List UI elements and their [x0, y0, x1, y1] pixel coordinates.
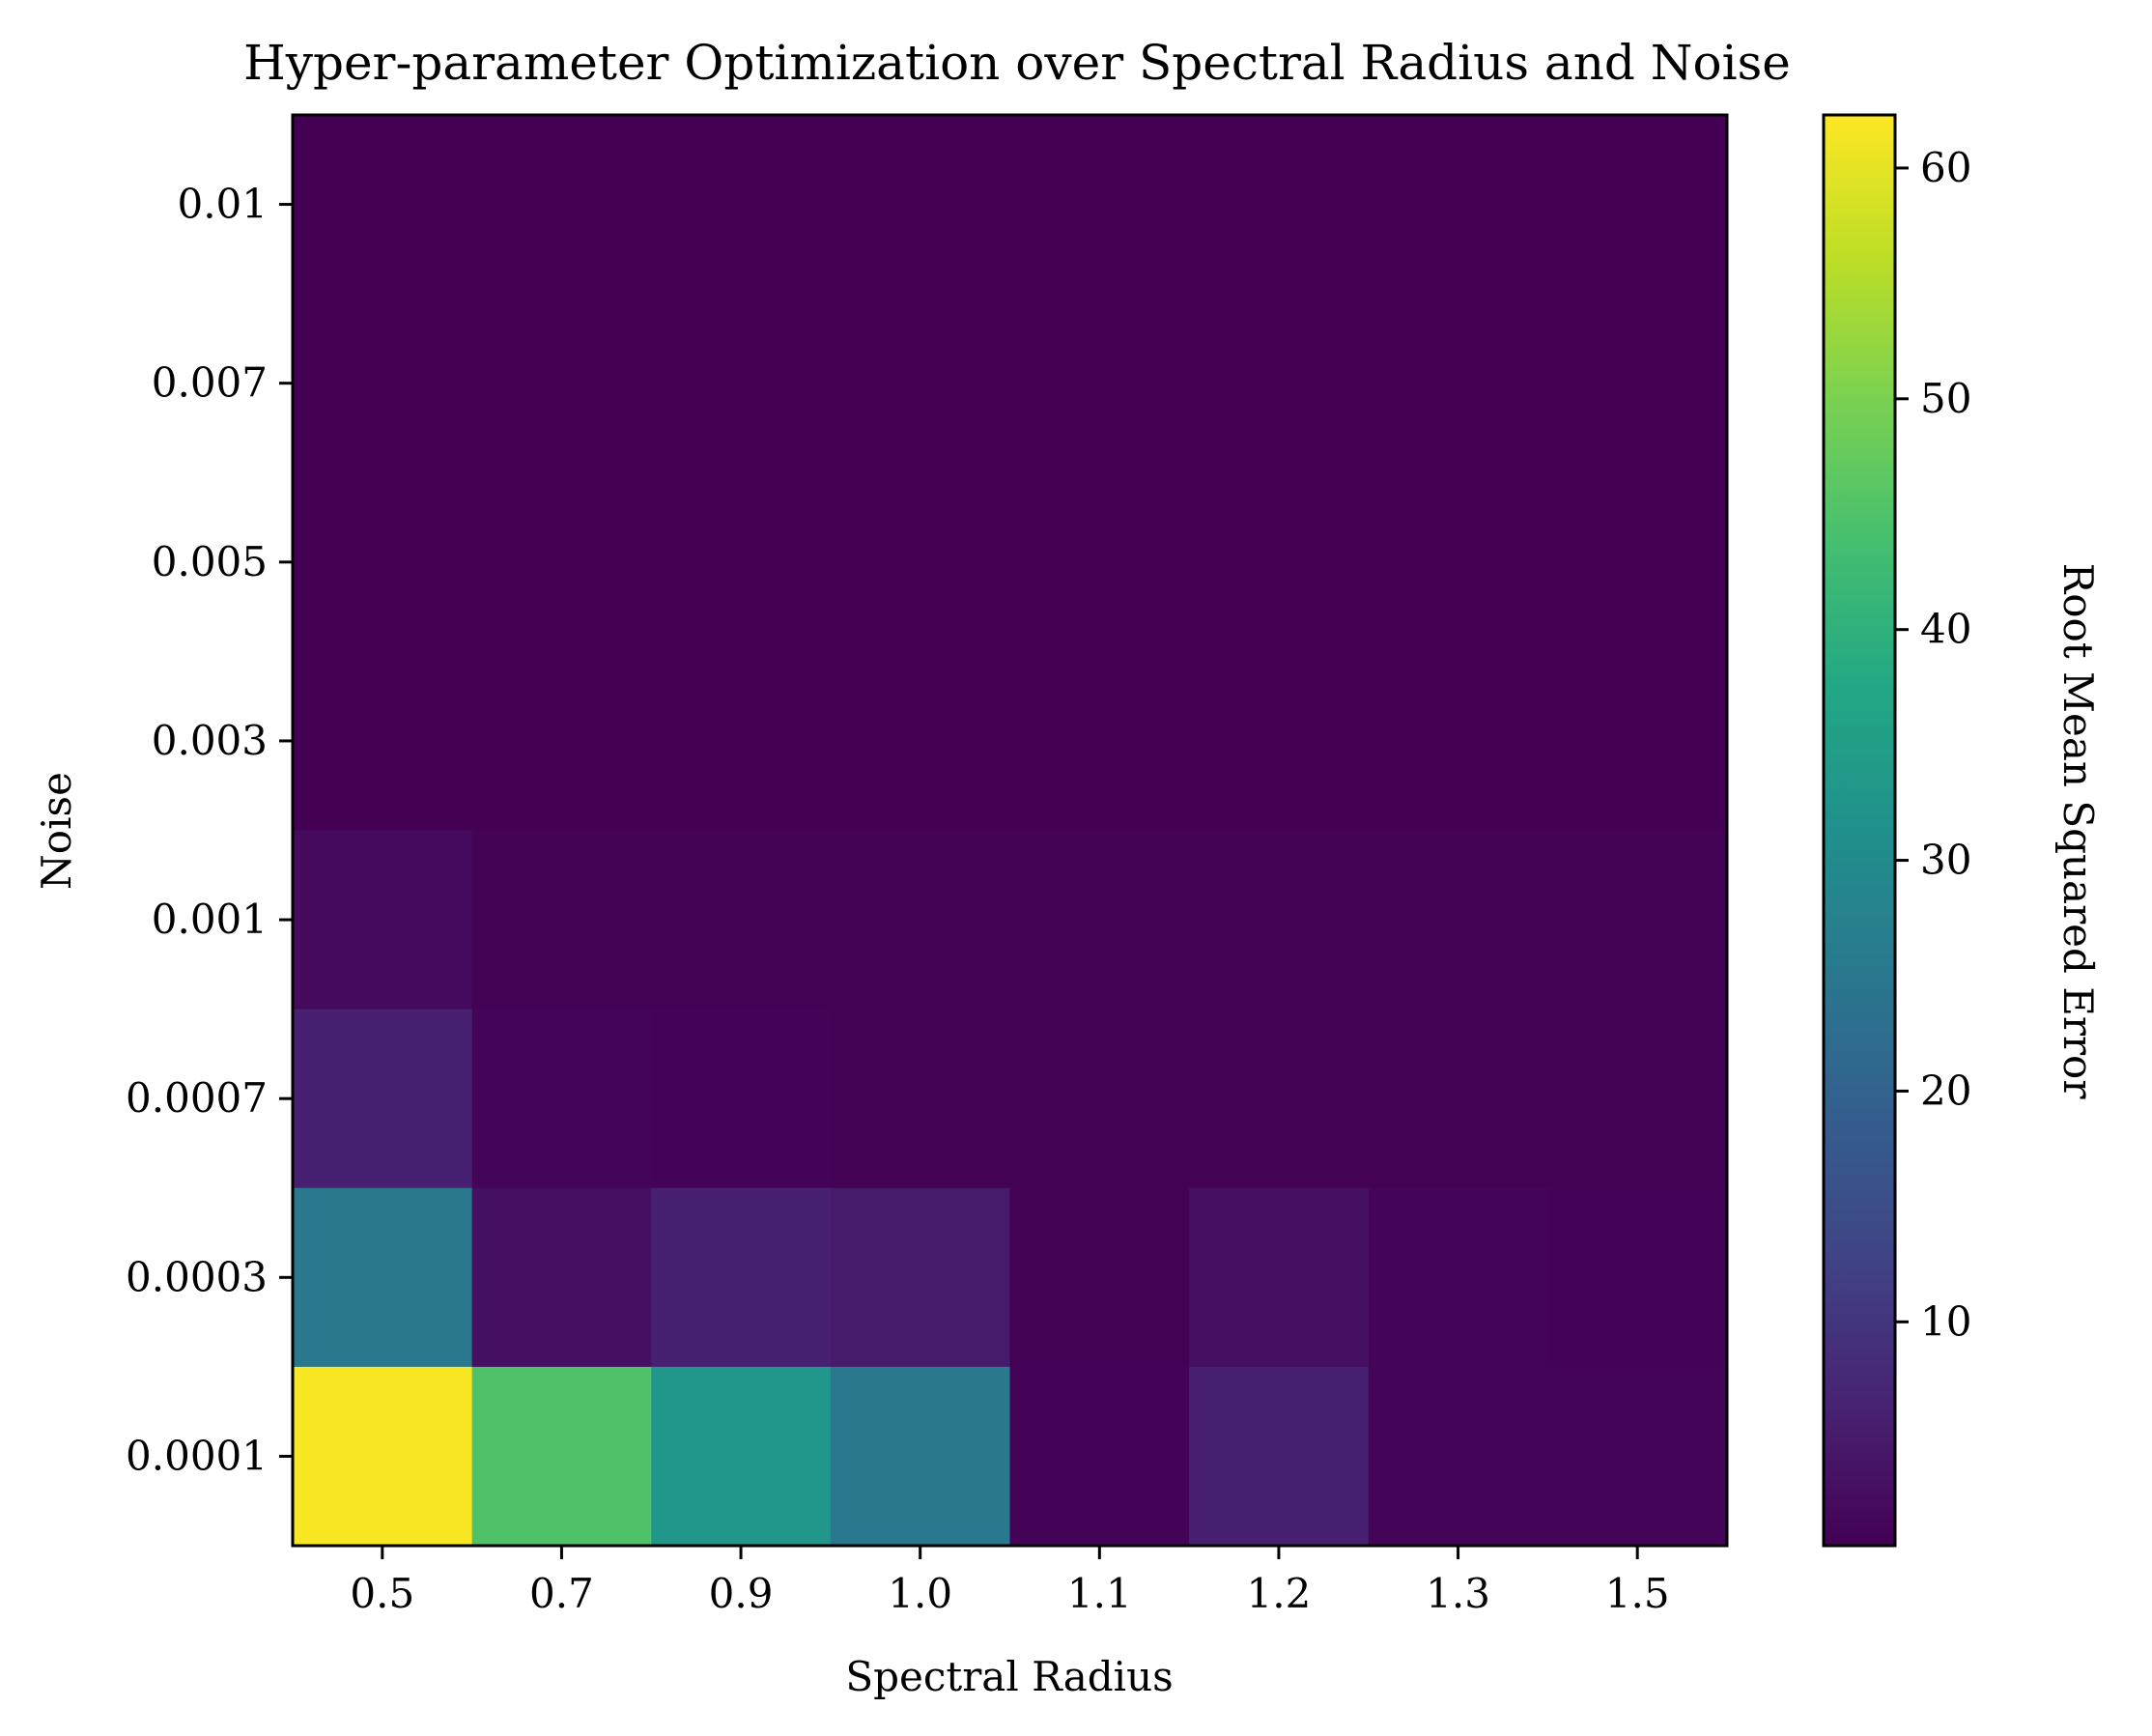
heatmap-cell	[830, 1366, 1010, 1547]
heatmap-cell	[830, 830, 1010, 1010]
heatmap-cell	[293, 1009, 473, 1189]
colorbar-tick-label: 30	[1920, 837, 1971, 884]
heatmap-cell	[1009, 830, 1190, 1010]
heatmap-cell	[1368, 472, 1548, 652]
heatmap-cell	[1189, 115, 1370, 295]
heatmap-cell	[1009, 1366, 1190, 1547]
heatmap-cell	[471, 1366, 652, 1547]
y-tick-label: 0.005	[152, 538, 268, 585]
colorbar-tick-label: 50	[1920, 375, 1971, 422]
heatmap-cell	[1189, 651, 1370, 831]
heatmap-cell	[651, 115, 832, 295]
colorbar-gradient	[1824, 115, 1895, 1546]
heatmap-cell	[830, 1187, 1010, 1368]
colorbar-axis: 10 20 30 40 50 60	[1895, 144, 1971, 1345]
x-tick-label: 1.5	[1605, 1570, 1670, 1617]
heatmap-cell	[830, 115, 1010, 295]
heatmap-cell	[651, 294, 832, 473]
heatmap-cell	[651, 1366, 832, 1547]
heatmap-cells	[293, 115, 1728, 1547]
heatmap-cell	[471, 294, 652, 473]
plot-frame	[291, 113, 1729, 1548]
y-tick-label: 0.0001	[126, 1432, 268, 1479]
colorbar-frame	[1822, 113, 1897, 1548]
x-tick-label: 1.0	[888, 1570, 952, 1617]
heatmap-cell	[1189, 294, 1370, 473]
colorbar-tick-label: 40	[1920, 606, 1971, 653]
chart-title: Hyper-parameter Optimization over Spectr…	[243, 35, 1791, 91]
y-tick-label: 0.001	[152, 896, 268, 943]
heatmap-cell	[1368, 115, 1548, 295]
heatmap-cell	[293, 1366, 473, 1547]
heatmap-cell	[1547, 294, 1728, 473]
heatmap-cell	[1009, 1009, 1190, 1189]
colorbar-label: Root Mean Squared Error	[2054, 563, 2102, 1100]
heatmap-cell	[651, 651, 832, 831]
x-tick-label: 0.7	[529, 1570, 594, 1617]
heatmap-cell	[651, 830, 832, 1010]
heatmap-cell	[1368, 651, 1548, 831]
heatmap-cell	[1547, 830, 1728, 1010]
heatmap-cell	[1547, 115, 1728, 295]
heatmap-cell	[1547, 1187, 1728, 1368]
heatmap-cell	[293, 472, 473, 652]
x-axis: 0.5 0.7 0.9 1.0 1.1 1.2 1.3 1.5	[350, 1546, 1670, 1617]
heatmap-cell	[1189, 472, 1370, 652]
heatmap-cell	[1009, 1187, 1190, 1368]
y-tick-label: 0.003	[152, 717, 268, 764]
heatmap-cell	[830, 1009, 1010, 1189]
heatmap-cell	[1189, 830, 1370, 1010]
heatmap-cell	[830, 472, 1010, 652]
y-axis: 0.01 0.007 0.005 0.003 0.001 0.0007 0.0003 0.00…	[126, 181, 293, 1479]
heatmap-cell	[1547, 472, 1728, 652]
x-axis-label: Spectral Radius	[845, 1653, 1173, 1700]
x-tick-label: 0.5	[350, 1570, 414, 1617]
heatmap-cell	[1189, 1009, 1370, 1189]
heatmap-cell	[1368, 1187, 1548, 1368]
heatmap-cell	[830, 294, 1010, 473]
heatmap-cell	[471, 472, 652, 652]
y-tick-label: 0.0007	[126, 1074, 268, 1122]
y-tick-label: 0.0003	[126, 1253, 268, 1300]
heatmap-cell	[1547, 1366, 1728, 1547]
y-axis-label: Noise	[33, 772, 80, 890]
y-tick-label: 0.007	[152, 359, 268, 407]
heatmap-cell	[293, 1187, 473, 1368]
heatmap-cell	[830, 651, 1010, 831]
y-tick-label: 0.01	[177, 181, 268, 228]
colorbar-tick-label: 20	[1920, 1067, 1971, 1114]
heatmap-cell	[293, 115, 473, 295]
heatmap-cell	[651, 1009, 832, 1189]
heatmap-cell	[471, 651, 652, 831]
x-tick-label: 1.3	[1426, 1570, 1490, 1617]
heatmap-cell	[293, 830, 473, 1010]
heatmap-cell	[471, 1009, 652, 1189]
heatmap-cell	[471, 1187, 652, 1368]
heatmap-cell	[651, 472, 832, 652]
heatmap-cell	[471, 115, 652, 295]
heatmap-cell	[1368, 1366, 1548, 1547]
x-tick-label: 1.2	[1247, 1570, 1312, 1617]
heatmap-cell	[1547, 1009, 1728, 1189]
heatmap-cell	[1547, 651, 1728, 831]
heatmap-cell	[1189, 1366, 1370, 1547]
colorbar-tick-label: 10	[1920, 1297, 1971, 1345]
heatmap-cell	[651, 1187, 832, 1368]
colorbar-tick-label: 60	[1920, 144, 1971, 191]
heatmap-cell	[1368, 294, 1548, 473]
heatmap-cell	[293, 651, 473, 831]
heatmap-cell	[1009, 472, 1190, 652]
x-tick-label: 0.9	[709, 1570, 774, 1617]
heatmap-cell	[471, 830, 652, 1010]
heatmap-cell	[1368, 1009, 1548, 1189]
x-tick-label: 1.1	[1067, 1570, 1132, 1617]
heatmap-cell	[1189, 1187, 1370, 1368]
heatmap-cell	[1009, 115, 1190, 295]
heatmap-cell	[1368, 830, 1548, 1010]
heatmap-cell	[1009, 294, 1190, 473]
heatmap-cell	[1009, 651, 1190, 831]
heatmap-cell	[293, 294, 473, 473]
